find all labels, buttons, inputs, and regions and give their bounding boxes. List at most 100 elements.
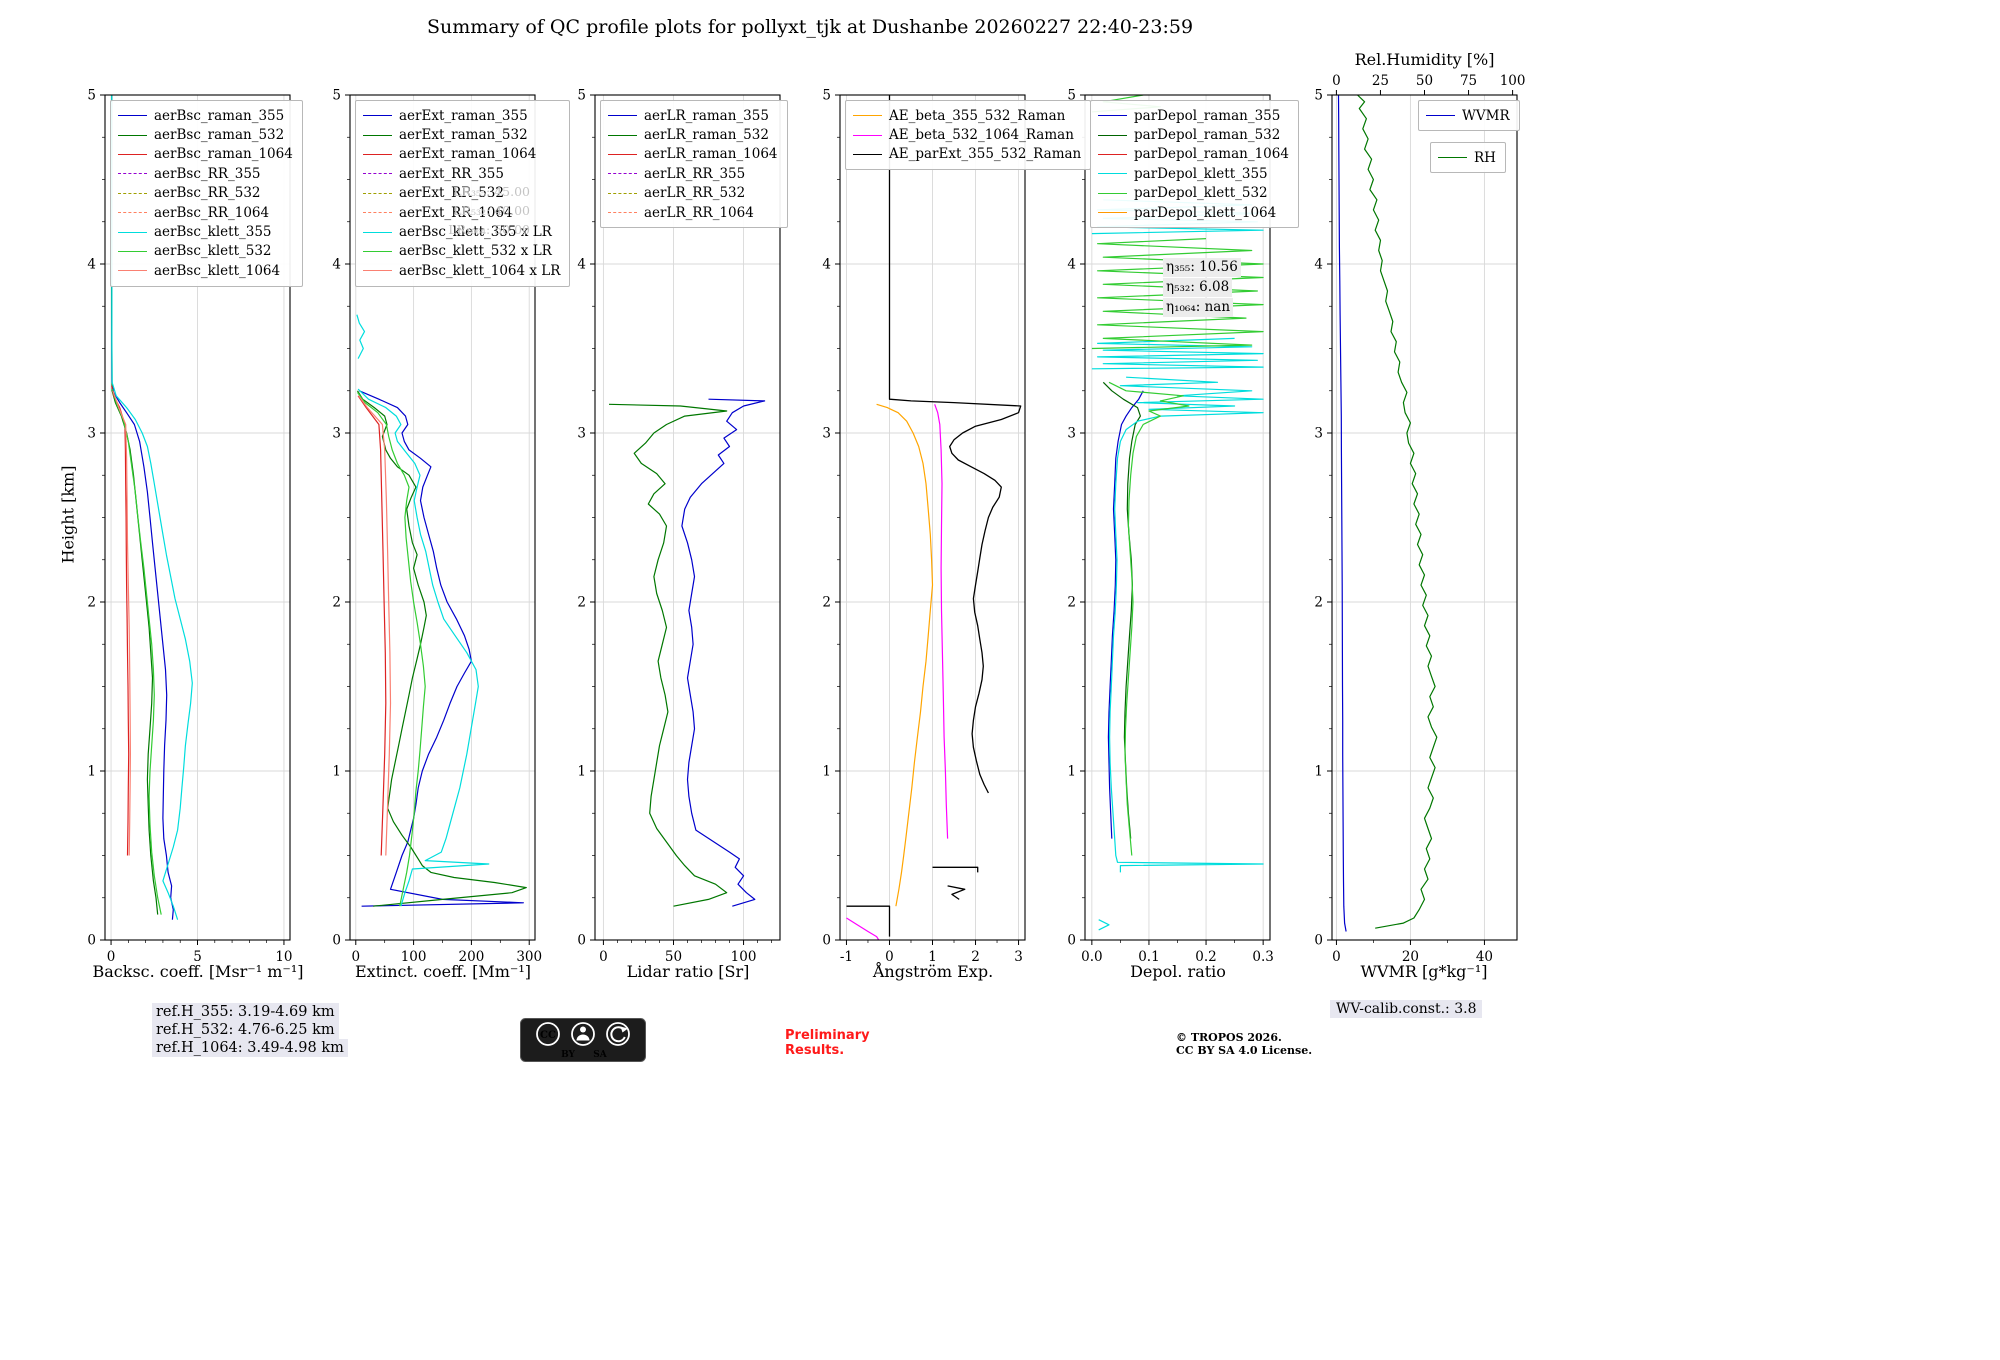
x-axis-label-depol: Depol. ratio	[1130, 962, 1226, 981]
svg-text:CC: CC	[540, 1030, 556, 1041]
legend-label: aerBsc_klett_355	[154, 224, 272, 241]
legend-label: parDepol_klett_355	[1134, 165, 1268, 182]
svg-text:0: 0	[577, 933, 586, 949]
legend-label: parDepol_klett_532	[1134, 185, 1268, 202]
legend-line-sample	[1098, 153, 1127, 155]
series-aerBsc_klett_532	[111, 388, 162, 915]
series-RH	[1357, 95, 1438, 929]
svg-text:40: 40	[1476, 949, 1493, 965]
svg-text:0: 0	[351, 949, 360, 965]
legend-item: aerBsc_klett_355 x LR	[363, 222, 560, 241]
svg-text:2: 2	[332, 595, 341, 611]
svg-text:1: 1	[332, 764, 341, 780]
preliminary-results-note: Preliminary Results.	[785, 1028, 870, 1058]
legend-item: WVMR	[1426, 106, 1510, 125]
legend-line-sample	[363, 192, 392, 194]
legend-rh: RH	[1430, 142, 1506, 174]
svg-text:5: 5	[1067, 88, 1076, 104]
legend-line-sample	[118, 192, 147, 194]
legend-item: aerBsc_RR_1064	[118, 203, 293, 222]
legend-label: RH	[1474, 149, 1496, 166]
legend-label: aerBsc_klett_1064	[154, 262, 281, 279]
legend-label: aerLR_raman_532	[644, 127, 769, 144]
legend-label: aerExt_raman_1064	[399, 146, 537, 163]
svg-text:1: 1	[87, 764, 96, 780]
rh-axis-label: Rel.Humidity [%]	[1354, 50, 1495, 69]
legend-item: AE_beta_355_532_Raman	[853, 106, 1081, 125]
series-aerBsc_klett_1064	[112, 390, 131, 856]
svg-text:2: 2	[87, 595, 96, 611]
legend-line-sample	[1426, 115, 1455, 117]
legend-angstrom: AE_beta_355_532_Raman AE_beta_532_1064_Ra…	[845, 100, 1092, 171]
svg-text:0: 0	[885, 949, 894, 965]
legend-label: aerBsc_klett_532 x LR	[399, 243, 552, 260]
legend-item: parDepol_klett_532	[1098, 184, 1289, 203]
legend-line-sample	[853, 134, 882, 136]
svg-text:1: 1	[1314, 764, 1323, 780]
legend-item: RH	[1438, 148, 1496, 167]
svg-text:3: 3	[1067, 426, 1076, 442]
svg-text:1: 1	[822, 764, 831, 780]
legend-label: AE_beta_355_532_Raman	[889, 107, 1066, 124]
legend-label: parDepol_raman_355	[1134, 107, 1281, 124]
legend-item: aerExt_raman_532	[363, 125, 560, 144]
legend-item: aerBsc_RR_532	[118, 184, 293, 203]
legend-line-sample	[608, 173, 637, 175]
series-aerExt_raman_355	[359, 390, 525, 907]
svg-text:2: 2	[822, 595, 831, 611]
svg-text:4: 4	[1314, 257, 1323, 273]
panel-ae-series	[846, 95, 1022, 940]
svg-text:3: 3	[87, 426, 96, 442]
legend-label: aerBsc_raman_1064	[154, 146, 293, 163]
legend-line-sample	[1098, 134, 1127, 136]
svg-text:0.1: 0.1	[1138, 949, 1159, 965]
svg-text:100: 100	[1500, 73, 1526, 89]
svg-text:0: 0	[1314, 933, 1323, 949]
legend-item: aerBsc_klett_1064	[118, 261, 293, 280]
svg-text:200: 200	[459, 949, 485, 965]
series-AE_beta_355_532_Raman	[876, 403, 934, 907]
svg-text:3: 3	[1314, 426, 1323, 442]
series-parDepol_klett_355	[1108, 376, 1264, 873]
series-aerBsc_raman_532	[110, 95, 159, 915]
svg-text:5: 5	[332, 88, 341, 104]
x-axis-label-angstrom: Ångström Exp.	[872, 962, 994, 981]
legend-item: parDepol_raman_1064	[1098, 145, 1289, 164]
legend-label: parDepol_raman_532	[1134, 127, 1281, 144]
svg-text:2: 2	[1067, 595, 1076, 611]
svg-text:0: 0	[1332, 73, 1341, 89]
person-icon	[571, 1022, 595, 1046]
legend-line-sample	[608, 134, 637, 136]
panel-backsc-series	[110, 95, 193, 920]
legend-item: aerBsc_klett_532	[118, 242, 293, 261]
legend-line-sample	[1098, 115, 1127, 117]
legend-label: aerBsc_RR_355	[154, 165, 261, 182]
figure-title: Summary of QC profile plots for pollyxt_…	[426, 16, 1194, 38]
legend-line-sample	[118, 250, 147, 252]
legend-item: aerLR_RR_1064	[608, 203, 778, 222]
tropos-copyright: © TROPOS 2026. CC BY SA 4.0 License.	[1176, 1031, 1313, 1057]
svg-text:300: 300	[516, 949, 542, 965]
x-axis-label-extinction: Extinct. coeff. [Mm⁻¹]	[354, 962, 532, 981]
legend-line-sample	[608, 212, 637, 214]
legend-label: WVMR	[1462, 107, 1510, 124]
series-AE_beta_532_1064_Raman	[934, 404, 949, 839]
legend-line-sample	[363, 212, 392, 214]
legend-line-sample	[118, 270, 147, 272]
svg-text:10: 10	[275, 949, 292, 965]
svg-text:5: 5	[577, 88, 586, 104]
legend-label: aerExt_RR_1064	[399, 204, 513, 221]
svg-text:4: 4	[1067, 257, 1076, 273]
legend-item: parDepol_raman_532	[1098, 125, 1289, 144]
svg-text:75: 75	[1460, 73, 1477, 89]
svg-text:3: 3	[822, 426, 831, 442]
legend-line-sample	[608, 192, 637, 194]
panel-ae: -1 0 1 2 3 0 1 2 3 4 5	[822, 88, 1026, 965]
legend-item: aerBsc_klett_1064 x LR	[363, 261, 560, 280]
legend-item: AE_beta_532_1064_Raman	[853, 125, 1081, 144]
series-AE_parExt_355_532_Raman	[932, 866, 979, 873]
series-aerLR_raman_355	[681, 398, 766, 907]
legend-lidar-ratio: aerLR_raman_355 aerLR_raman_532 aerLR_rama…	[600, 100, 788, 229]
legend-item: aerBsc_raman_1064	[118, 145, 293, 164]
x-axis-label-backscatter: Backsc. coeff. [Msr⁻¹ m⁻¹]	[92, 962, 304, 981]
